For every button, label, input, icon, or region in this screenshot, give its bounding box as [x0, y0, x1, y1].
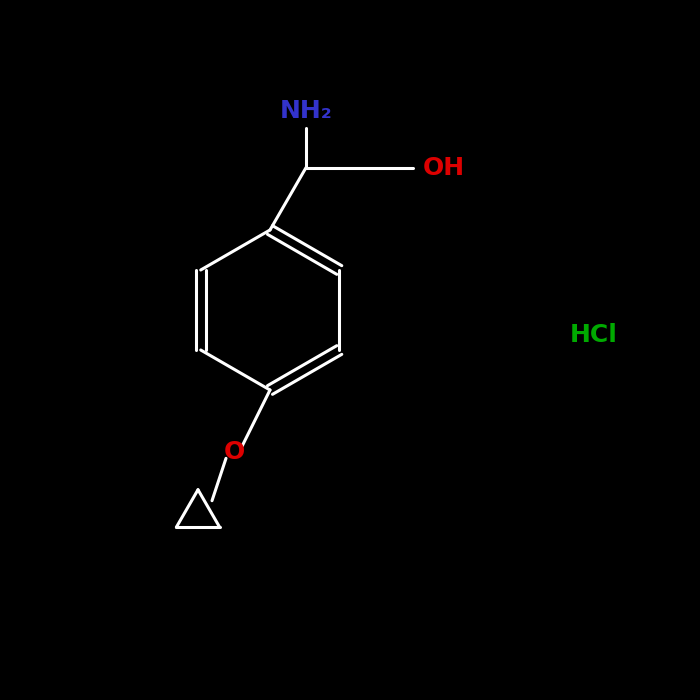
- Text: OH: OH: [423, 155, 465, 180]
- Text: NH₂: NH₂: [279, 99, 332, 122]
- Text: O: O: [223, 440, 244, 464]
- Text: HCl: HCl: [570, 323, 618, 347]
